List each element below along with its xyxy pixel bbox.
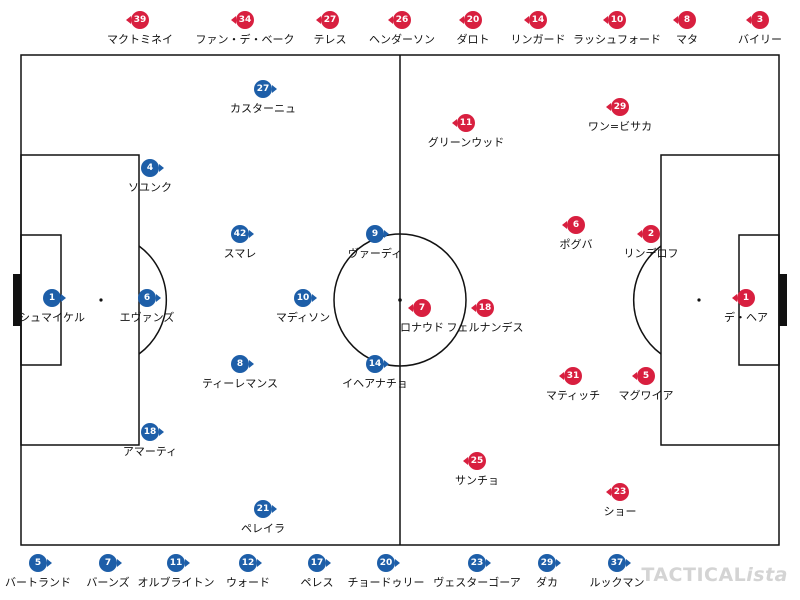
player-number-marker: 9 <box>366 225 389 243</box>
player-name: マティッチ <box>545 389 601 402</box>
player-name: マクトミネイ <box>107 33 173 46</box>
player-number-marker: 37 <box>608 554 631 572</box>
brand-logo: TACTICALista <box>641 564 788 586</box>
player-name: ダロト <box>456 33 490 46</box>
player-number-marker: 17 <box>308 554 331 572</box>
player-name: ダカ <box>536 576 558 589</box>
player-name: マディソン <box>275 311 331 324</box>
player-number-marker: 42 <box>231 225 254 243</box>
right-penalty-spot <box>697 298 701 302</box>
player-name: ショー <box>603 505 637 518</box>
player-name: リンデロフ <box>623 247 679 260</box>
player-name: ヘンダーソン <box>369 33 435 46</box>
right-penalty-arc <box>632 245 662 355</box>
left-penalty-spot <box>99 298 103 302</box>
center-spot <box>398 298 402 302</box>
player-number-marker: 21 <box>254 500 277 518</box>
player-name: サンチョ <box>455 474 499 487</box>
player-number-marker: 14 <box>366 355 389 373</box>
player-name: バートランド <box>5 576 71 589</box>
player-number-marker: 11 <box>452 114 475 132</box>
player-name: ティーレマンス <box>201 377 279 390</box>
player-number-marker: 10 <box>294 289 317 307</box>
player-name: ルックマン <box>589 576 645 589</box>
left-penalty-area <box>20 154 140 446</box>
left-goal <box>13 274 21 326</box>
player-number-marker: 18 <box>471 299 494 317</box>
player-name: ロナウド <box>400 321 444 334</box>
player-number-marker: 5 <box>632 367 655 385</box>
player-number-marker: 7 <box>408 299 431 317</box>
player-number-marker: 1 <box>43 289 66 307</box>
player-number-marker: 1 <box>732 289 755 307</box>
player-name: ファン・デ・ベーク <box>195 33 295 46</box>
player-name: マタ <box>676 33 698 46</box>
player-number-marker: 27 <box>254 80 277 98</box>
player-number-marker: 31 <box>559 367 582 385</box>
player-name: リンガード <box>510 33 566 46</box>
player-name: デ・ヘア <box>724 311 768 324</box>
player-name: ヴェスターゴーア <box>433 576 521 589</box>
player-number-marker: 4 <box>141 159 164 177</box>
player-name: テレス <box>313 33 347 46</box>
player-name: ワン=ビサカ <box>587 120 653 133</box>
left-penalty-arc <box>138 245 168 355</box>
player-number-marker: 29 <box>538 554 561 572</box>
player-number-marker: 11 <box>167 554 190 572</box>
player-name: チョードゥリー <box>347 576 425 589</box>
player-name: ヴァーディ <box>347 247 403 260</box>
player-number-marker: 34 <box>231 11 254 29</box>
player-number-marker: 29 <box>606 98 629 116</box>
player-name: イヘアナチョ <box>342 377 408 390</box>
player-name: ソユンク <box>128 181 172 194</box>
player-number-marker: 8 <box>231 355 254 373</box>
player-name: グリーンウッド <box>427 136 505 149</box>
player-number-marker: 25 <box>463 452 486 470</box>
player-name: マグワイア <box>618 389 674 402</box>
player-number-marker: 26 <box>388 11 411 29</box>
player-number-marker: 10 <box>603 11 626 29</box>
player-name: バーンズ <box>86 576 130 589</box>
player-number-marker: 14 <box>524 11 547 29</box>
player-name: ポグバ <box>559 238 593 251</box>
player-name: シュマイケル <box>19 311 85 324</box>
player-number-marker: 23 <box>468 554 491 572</box>
player-name: オルブライトン <box>137 576 215 589</box>
right-goal <box>779 274 787 326</box>
player-name: ペレス <box>300 576 334 589</box>
player-name: アマーティ <box>122 445 178 458</box>
player-number-marker: 20 <box>377 554 400 572</box>
player-name: ペレイラ <box>241 522 285 535</box>
player-name: カスターニュ <box>230 102 296 115</box>
player-name: フェルナンデス <box>446 321 524 334</box>
player-name: エヴァンズ <box>119 311 175 324</box>
player-number-marker: 39 <box>126 11 149 29</box>
player-name: ラッシュフォード <box>573 33 661 46</box>
player-number-marker: 6 <box>562 216 585 234</box>
player-number-marker: 7 <box>99 554 122 572</box>
player-number-marker: 8 <box>673 11 696 29</box>
center-circle <box>333 233 467 367</box>
player-name: バイリー <box>738 33 782 46</box>
player-number-marker: 3 <box>746 11 769 29</box>
player-number-marker: 2 <box>637 225 660 243</box>
player-number-marker: 27 <box>316 11 339 29</box>
player-number-marker: 6 <box>138 289 161 307</box>
player-number-marker: 23 <box>606 483 629 501</box>
player-number-marker: 20 <box>459 11 482 29</box>
player-number-marker: 5 <box>29 554 52 572</box>
player-name: スマレ <box>223 247 257 260</box>
player-name: ウォード <box>226 576 270 589</box>
player-number-marker: 12 <box>239 554 262 572</box>
player-number-marker: 18 <box>141 423 164 441</box>
